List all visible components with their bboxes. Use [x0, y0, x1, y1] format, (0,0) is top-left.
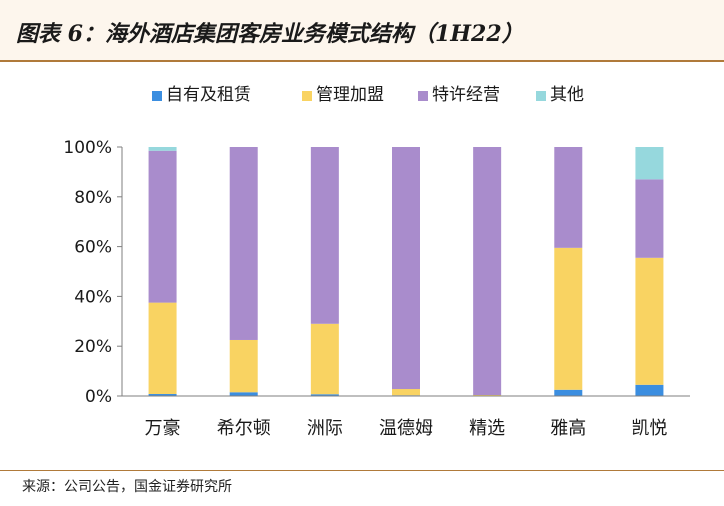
bar-segment: [635, 147, 664, 180]
x-tick-label: 凯悦: [631, 418, 667, 439]
x-axis: 万豪 希尔顿 洲际 温德姆 精选 雅高 凯悦: [122, 395, 690, 439]
bar-segment: [229, 339, 258, 393]
bar-segment: [554, 389, 583, 396]
bar-segment: [554, 247, 583, 390]
legend-swatch: [152, 91, 162, 101]
bar-segment: [473, 147, 502, 396]
x-tick-label: 温德姆: [379, 418, 433, 439]
y-axis: 0% 20% 40% 60% 80% 100%: [63, 138, 123, 407]
bar-segment: [148, 394, 177, 396]
bar-segment: [392, 147, 420, 390]
legend-swatch: [302, 91, 312, 101]
title-bar: [0, 0, 724, 61]
y-tick-label: 80%: [74, 188, 112, 208]
x-tick-label: 雅高: [550, 418, 586, 439]
legend-swatch: [536, 91, 546, 101]
bar-segment: [229, 392, 258, 396]
y-tick-label: 60%: [74, 238, 112, 258]
title-divider: [0, 60, 724, 62]
y-tick-label: 100%: [63, 138, 112, 158]
legend-swatch: [418, 91, 428, 101]
legend-label: 管理加盟: [316, 85, 384, 105]
x-tick-label: 精选: [469, 418, 505, 439]
bar-segment: [554, 147, 583, 248]
source-note: 来源：公司公告，国金证券研究所: [22, 479, 232, 495]
stacked-bar-chart: 自有及租赁 管理加盟 特许经营 其他 0% 20% 40% 60% 80% 100% 万豪 希尔顿…: [63, 85, 690, 439]
page-title: 图表 6：海外酒店集团客房业务模式结构（1H22）: [16, 21, 524, 47]
y-tick-label: 40%: [74, 287, 112, 307]
x-tick-label: 洲际: [307, 418, 343, 439]
bar-segment: [148, 150, 177, 303]
chart-legend: 自有及租赁 管理加盟 特许经营 其他: [152, 85, 584, 105]
bar-segment: [635, 257, 664, 385]
bar-segment: [148, 302, 177, 395]
y-tick-label: 0%: [85, 387, 112, 407]
bar-segment: [635, 179, 664, 258]
y-tick-label: 20%: [74, 337, 112, 357]
bar-segment: [310, 147, 339, 324]
bar-series: [148, 147, 664, 396]
legend-label: 其他: [550, 85, 584, 105]
bar-segment: [310, 323, 339, 395]
bar-segment: [148, 147, 177, 151]
legend-label: 自有及租赁: [166, 85, 251, 105]
source-divider: [0, 470, 724, 471]
x-tick-label: 希尔顿: [217, 418, 271, 439]
legend-label: 特许经营: [432, 85, 500, 105]
x-tick-label: 万豪: [145, 418, 181, 439]
bar-segment: [310, 394, 339, 396]
bar-segment: [635, 384, 664, 396]
bar-segment: [229, 147, 258, 340]
bar-segment: [392, 389, 420, 396]
